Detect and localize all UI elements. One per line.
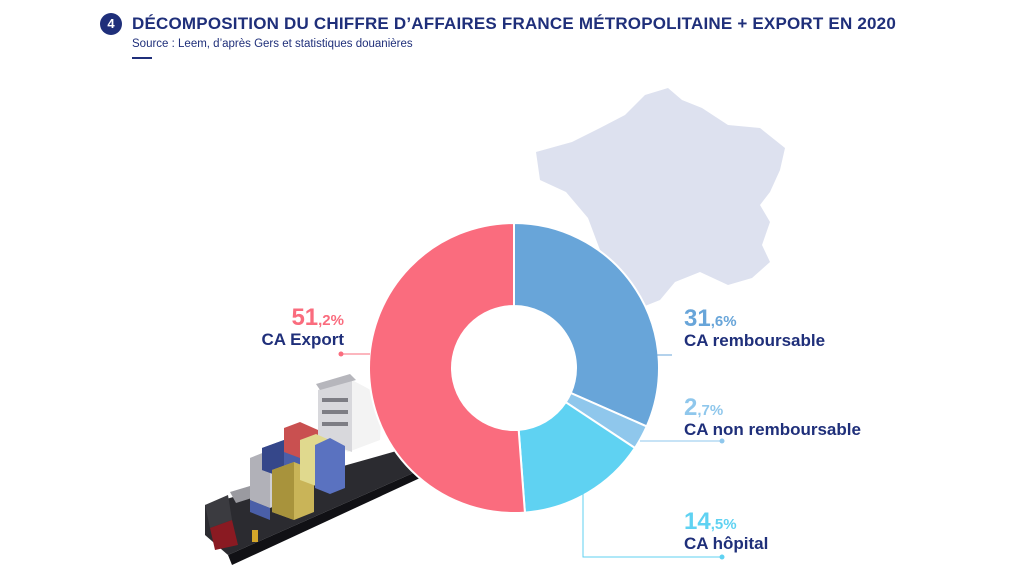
slice-category: CA remboursable (684, 331, 826, 350)
slice-label-1: 2,7% CA non remboursable (684, 394, 861, 440)
slice-value: 31,6% (684, 305, 737, 332)
figure-number-badge: 4 (100, 13, 122, 35)
slice-category: CA hôpital (684, 534, 769, 553)
slice-value: 14,5% (684, 508, 737, 535)
slice-category: CA Export (261, 330, 345, 349)
title-underline (132, 57, 152, 59)
leader-dot-0 (643, 352, 649, 358)
donut-chart (368, 221, 660, 514)
donut-slice-0 (513, 221, 660, 428)
slice-label-0: 31,6% CA remboursable (684, 305, 825, 351)
slice-label-3: 51,2% CA Export (224, 304, 345, 350)
donut-slice-3 (368, 221, 526, 514)
slice-value: 2,7% (684, 394, 724, 421)
cargo-ship-illustration (205, 374, 420, 565)
slice-label-2: 14,5% CA hôpital (684, 508, 768, 554)
slice-value: 51,2% (291, 304, 344, 331)
leader-line-2 (582, 480, 722, 558)
donut-slice-2 (517, 400, 637, 514)
leader-dot-2 (719, 554, 725, 560)
slice-category: CA non remboursable (684, 420, 861, 439)
leader-dot-1 (719, 438, 725, 444)
chart-source: Source : Leem, d’après Gers et statistiq… (132, 38, 413, 50)
leader-lines (338, 351, 725, 560)
chart-title: DÉCOMPOSITION DU CHIFFRE D’AFFAIRES FRAN… (132, 14, 896, 33)
leader-dot-3 (338, 351, 344, 357)
france-map-icon (536, 88, 785, 308)
